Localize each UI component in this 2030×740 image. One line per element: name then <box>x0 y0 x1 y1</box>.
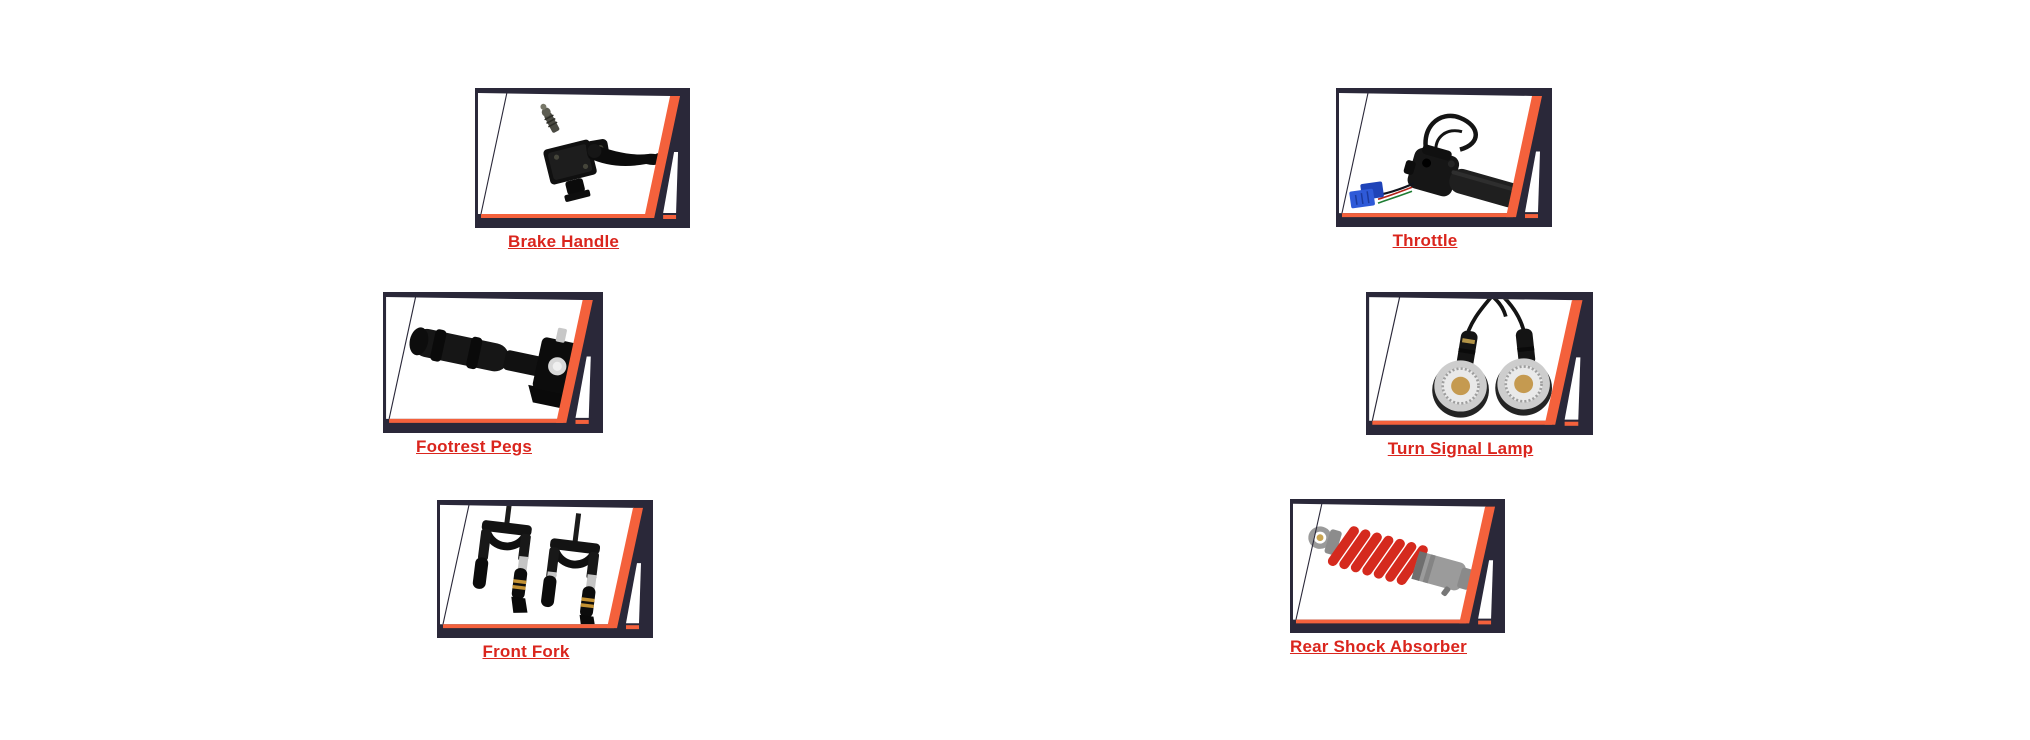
frame-accent-diagonal <box>644 96 681 218</box>
frame-accent-bottom <box>480 214 653 218</box>
throttle-illustration <box>1349 113 1527 214</box>
turn-signal-lamp-photo <box>1366 292 1593 435</box>
product-photo-frame <box>1290 499 1505 633</box>
frame-white-sliver <box>663 152 679 213</box>
frame-accent-notch <box>1525 214 1538 219</box>
product-photo-frame <box>383 292 603 433</box>
frame-accent-diagonal <box>1544 300 1583 425</box>
frame-diagonal-line <box>480 92 508 215</box>
frame-accent-bottom <box>443 624 615 629</box>
frame-diagonal-line <box>1371 296 1401 421</box>
frame-accent-bottom <box>1295 619 1468 624</box>
turn-signal-lamp-illustration <box>1432 297 1553 418</box>
frame-diagonal-line <box>388 296 417 420</box>
product-name-link[interactable]: Turn Signal Lamp <box>1387 439 1534 458</box>
frame-accent-bottom <box>1372 420 1554 425</box>
front-fork-illustration <box>472 504 601 625</box>
product-card-footrest-pegs[interactable]: Footrest Pegs <box>383 292 603 457</box>
product-card-throttle[interactable]: Throttle <box>1336 88 1552 251</box>
product-card-turn-signal-lamp[interactable]: Turn Signal Lamp <box>1366 292 1593 459</box>
product-photo-frame <box>1366 292 1593 435</box>
frame-white-sliver <box>1478 560 1494 619</box>
frame-accent-diagonal <box>607 507 643 629</box>
product-name-link[interactable]: Front Fork <box>482 642 570 661</box>
rear-shock-absorber-illustration <box>1308 526 1487 597</box>
product-name-link[interactable]: Footrest Pegs <box>416 437 532 456</box>
photo-background <box>440 504 634 625</box>
frame-diagonal-line <box>442 504 470 625</box>
frame-accent-diagonal <box>1459 506 1496 624</box>
frame-white-sliver <box>1564 357 1581 420</box>
frame-accent-notch <box>575 419 589 424</box>
frame-white-sliver <box>626 563 641 624</box>
brake-handle-photo <box>475 88 690 228</box>
product-card-brake-handle[interactable]: Brake Handle <box>475 88 690 252</box>
frame-accent-bottom <box>389 418 565 423</box>
product-name-link[interactable]: Brake Handle <box>507 232 620 251</box>
frame-diagonal-line <box>1341 92 1369 214</box>
product-card-rear-shock-absorber[interactable]: Rear Shock Absorber <box>1290 499 1505 657</box>
frame-accent-notch <box>1478 620 1492 625</box>
product-photo-frame <box>1336 88 1552 227</box>
frame-accent-diagonal <box>1506 95 1542 218</box>
throttle-photo <box>1336 88 1552 227</box>
product-photo-frame <box>475 88 690 228</box>
product-name-link[interactable]: Throttle <box>1392 231 1458 250</box>
product-card-front-fork[interactable]: Front Fork <box>437 500 653 662</box>
front-fork-photo <box>437 500 653 638</box>
brake-handle-illustration <box>540 103 666 202</box>
frame-white-sliver <box>1525 151 1540 213</box>
frame-accent-diagonal <box>556 300 593 423</box>
frame-accent-bottom <box>1342 213 1514 218</box>
product-photo-frame <box>437 500 653 638</box>
rear-shock-absorber-photo <box>1290 499 1505 633</box>
frame-accent-notch <box>1564 421 1579 426</box>
footrest-pegs-photo <box>383 292 603 433</box>
frame-diagonal-line <box>1295 503 1323 620</box>
frame-accent-notch <box>663 215 677 219</box>
frame-accent-notch <box>626 625 639 630</box>
product-name-link[interactable]: Rear Shock Absorber <box>1289 637 1467 656</box>
frame-white-sliver <box>575 356 591 418</box>
